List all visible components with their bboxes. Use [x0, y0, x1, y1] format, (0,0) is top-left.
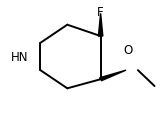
Text: O: O: [123, 44, 132, 57]
Polygon shape: [98, 14, 103, 37]
Text: F: F: [97, 6, 104, 19]
Polygon shape: [100, 71, 126, 81]
Text: HN: HN: [11, 51, 28, 63]
